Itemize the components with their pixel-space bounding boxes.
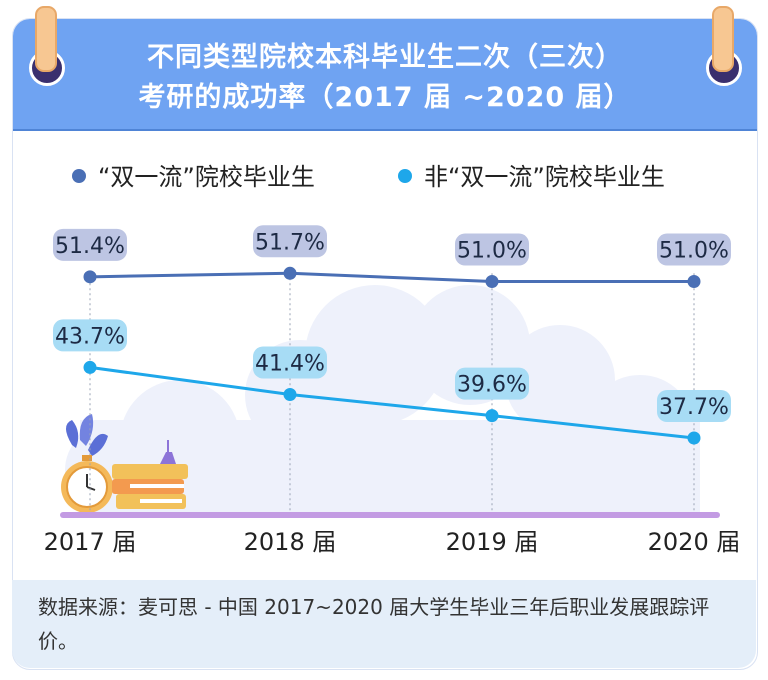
legend-label: “双一流”院校毕业生 (98, 163, 315, 191)
infographic-card: 不同类型院校本科毕业生二次（三次） 考研的成功率（2017 届 ~2020 届） (12, 18, 758, 670)
data-point (687, 275, 701, 289)
legend-marker-icon (398, 169, 412, 183)
data-point (283, 266, 297, 280)
data-label: 51.0% (659, 239, 729, 264)
data-point (485, 409, 499, 423)
title-banner: 不同类型院校本科毕业生二次（三次） 考研的成功率（2017 届 ~2020 届） (13, 19, 757, 131)
data-label-bubble (455, 367, 529, 400)
data-label: 51.7% (255, 230, 325, 255)
x-tick-label: 2020 届 (648, 528, 741, 556)
data-point (485, 275, 499, 289)
x-tick-label: 2019 届 (446, 528, 539, 556)
data-label: 41.4% (255, 351, 325, 376)
books-illustration (112, 440, 188, 509)
chart-title-line2: 考研的成功率（2017 届 ~2020 届） (138, 82, 632, 113)
data-points (83, 266, 701, 445)
data-label-bubble (53, 228, 127, 261)
data-point (283, 387, 297, 401)
data-label-bubble (657, 233, 731, 266)
data-labels: 51.4% 51.7% 51.0% 51.0% 43.7% 41.4% 39.6% 37.7% (53, 225, 731, 422)
series-line (89, 271, 694, 284)
data-point (687, 431, 701, 445)
chart-title-line1: 不同类型院校本科毕业生二次（三次） (147, 42, 623, 73)
data-label-bubble (657, 390, 731, 422)
x-tick-label: 2017 届 (44, 528, 137, 556)
legend-label: 非“双一流”院校毕业生 (424, 163, 665, 191)
data-label: 43.7% (55, 324, 125, 349)
footer-source-panel: 数据来源：麦可思 - 中国 2017~2020 届大学生毕业三年后职业发展跟踪评… (12, 580, 756, 668)
data-label: 51.4% (55, 234, 125, 259)
legend-marker-icon (72, 169, 86, 183)
binder-ring-right-icon (712, 6, 734, 72)
binder-ring-left-icon (35, 6, 57, 72)
clock-icon (61, 455, 113, 513)
legend-item-non-double-first-class: 非“双一流”院校毕业生 (398, 157, 665, 192)
x-axis-tick-labels: 2017 届 2018 届 2019 届 2020 届 (44, 528, 741, 556)
series-lines (89, 271, 695, 440)
data-label-bubble (253, 225, 327, 258)
data-label: 39.6% (457, 373, 527, 398)
data-label-bubble (253, 346, 327, 379)
data-source-note: 数据来源：麦可思 - 中国 2017~2020 届大学生毕业三年后职业发展跟踪评… (38, 595, 710, 653)
legend-item-double-first-class: “双一流”院校毕业生 (72, 157, 315, 192)
data-label-bubble (53, 319, 127, 352)
data-label: 51.0% (457, 239, 527, 264)
series-line (89, 365, 695, 440)
data-label: 37.7% (659, 395, 729, 420)
x-axis-baseline (60, 512, 720, 518)
plant-illustration (66, 414, 108, 456)
data-point (83, 270, 97, 284)
x-tick-label: 2018 届 (244, 528, 337, 556)
data-label-bubble (455, 233, 529, 266)
data-point (83, 360, 97, 374)
